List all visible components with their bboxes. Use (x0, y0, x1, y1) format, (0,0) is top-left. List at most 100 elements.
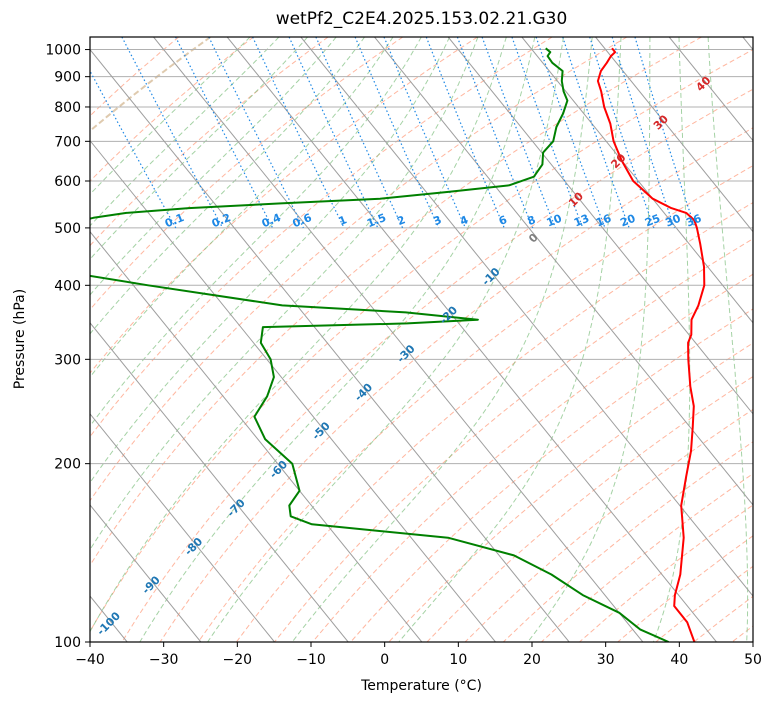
moist-adiabat (398, 37, 622, 642)
y-tick-label: 500 (54, 221, 81, 237)
isotherm-line (742, 37, 753, 51)
dry-adiabat (90, 37, 553, 438)
moist-adiabat (207, 37, 564, 642)
mixing-ratio-line (634, 37, 696, 229)
mixing-ratio-label: 16 (594, 212, 613, 230)
isotherm-label: -100 (94, 609, 123, 638)
dry-adiabat (312, 273, 753, 642)
profile-lines (90, 47, 706, 642)
moist-adiabat (90, 37, 451, 484)
x-tick-label: −30 (149, 652, 179, 668)
isotherm-line (153, 37, 644, 642)
dry-adiabat (350, 308, 753, 642)
isotherm-line (90, 48, 570, 642)
mixing-ratio-line (589, 37, 655, 229)
isotherm-line (90, 504, 202, 642)
mixing-ratio-line (535, 37, 606, 229)
y-tick-label: 600 (54, 174, 81, 190)
isotherm-label: -60 (267, 458, 290, 481)
isotherm-label: -40 (352, 381, 375, 404)
isotherm-line (668, 37, 753, 142)
x-tick-label: −20 (223, 652, 253, 668)
mixing-ratio-label: 30 (664, 212, 683, 230)
dewpoint-line (90, 47, 670, 642)
isotherm-label: 0 (526, 231, 541, 246)
moist-adiabat (90, 37, 251, 196)
dry-adiabat (274, 238, 753, 642)
mixing-ratio-line (121, 37, 224, 229)
dry-adiabat (90, 37, 254, 182)
moist-adiabat (90, 37, 422, 427)
dry-adiabat (617, 535, 753, 642)
dry-adiabat (426, 375, 753, 642)
dry-adiabat (197, 165, 753, 642)
isotherm-line (226, 37, 717, 642)
isotherm-line (447, 37, 753, 415)
isotherm-line (300, 37, 753, 597)
x-tick-label: 0 (380, 652, 389, 668)
mixing-ratio-label: 25 (643, 212, 662, 230)
dry-adiabat (90, 37, 329, 247)
x-tick-label: 20 (523, 652, 541, 668)
moist-adiabat (90, 37, 394, 378)
y-tick-label: 700 (54, 134, 81, 150)
moist-adiabat (90, 37, 479, 551)
mixing-ratio-label: 36 (684, 212, 703, 230)
mixing-ratio-label: 1 (337, 213, 349, 228)
y-axis-label: Pressure (hPa) (12, 288, 28, 390)
isotherm-line (90, 139, 496, 642)
mixing-ratio-line (456, 37, 534, 229)
mixing-ratio-label: 10 (545, 212, 564, 230)
moist-adiabat (139, 37, 536, 642)
dry-adiabat (90, 37, 180, 117)
isotherm-line (521, 37, 753, 324)
mixing-ratio-label: 8 (525, 213, 537, 228)
isotherm-line (90, 321, 349, 642)
dry-adiabat (121, 88, 753, 642)
dry-adiabat (464, 408, 753, 642)
isotherm-label: -20 (437, 303, 460, 326)
y-tick-label: 200 (54, 457, 81, 473)
mixing-ratio-line (383, 37, 466, 229)
dry-adiabat (236, 201, 753, 642)
x-tick-label: 40 (670, 652, 688, 668)
mixing-ratio-label: 2 (395, 213, 407, 228)
x-axis-label: Temperature (°C) (361, 678, 482, 694)
mixing-ratio-line (90, 69, 177, 229)
plot-frame (89, 36, 754, 643)
isotherm-line (90, 413, 275, 642)
mixing-ratio-line (425, 37, 505, 229)
x-tick-label: 30 (597, 652, 615, 668)
x-tick-label: 50 (744, 652, 762, 668)
y-tick-label: 300 (54, 352, 81, 368)
mixing-ratio-line (562, 37, 630, 229)
axes: −40 −30 −20 −10 0 10 20 30 40 5010020030040050060… (45, 43, 762, 668)
moist-adiabat (527, 37, 651, 642)
isotherm-label: -30 (394, 342, 417, 365)
moist-adiabat (291, 37, 593, 642)
isotherm-label: 30 (651, 112, 671, 132)
x-tick-label: −10 (296, 652, 326, 668)
mixing-ratio-label: 4 (458, 213, 470, 228)
y-tick-label: 800 (54, 100, 81, 116)
y-tick-label: 100 (54, 635, 81, 651)
isotherm-line (595, 37, 753, 233)
mixing-ratio-label: 3 (431, 213, 443, 228)
isotherm-label: -50 (310, 419, 333, 442)
reference-curve (90, 37, 211, 133)
moist-adiabat (707, 37, 749, 642)
isotherm-label: -90 (140, 573, 163, 596)
isotherm-line (374, 37, 753, 506)
moist-adiabat (652, 37, 691, 642)
y-tick-label: 900 (54, 70, 81, 86)
dry-adiabat (770, 37, 775, 642)
mixing-ratio-label: 0.6 (291, 211, 314, 230)
x-tick-label: 10 (449, 652, 467, 668)
dry-adiabat (388, 342, 753, 642)
mixing-ratio-label: 13 (572, 212, 591, 230)
moist-adiabat (90, 37, 337, 296)
dry-adiabat (90, 37, 478, 374)
y-tick-label: 1000 (45, 43, 81, 59)
mixing-ratio-line (252, 37, 345, 229)
